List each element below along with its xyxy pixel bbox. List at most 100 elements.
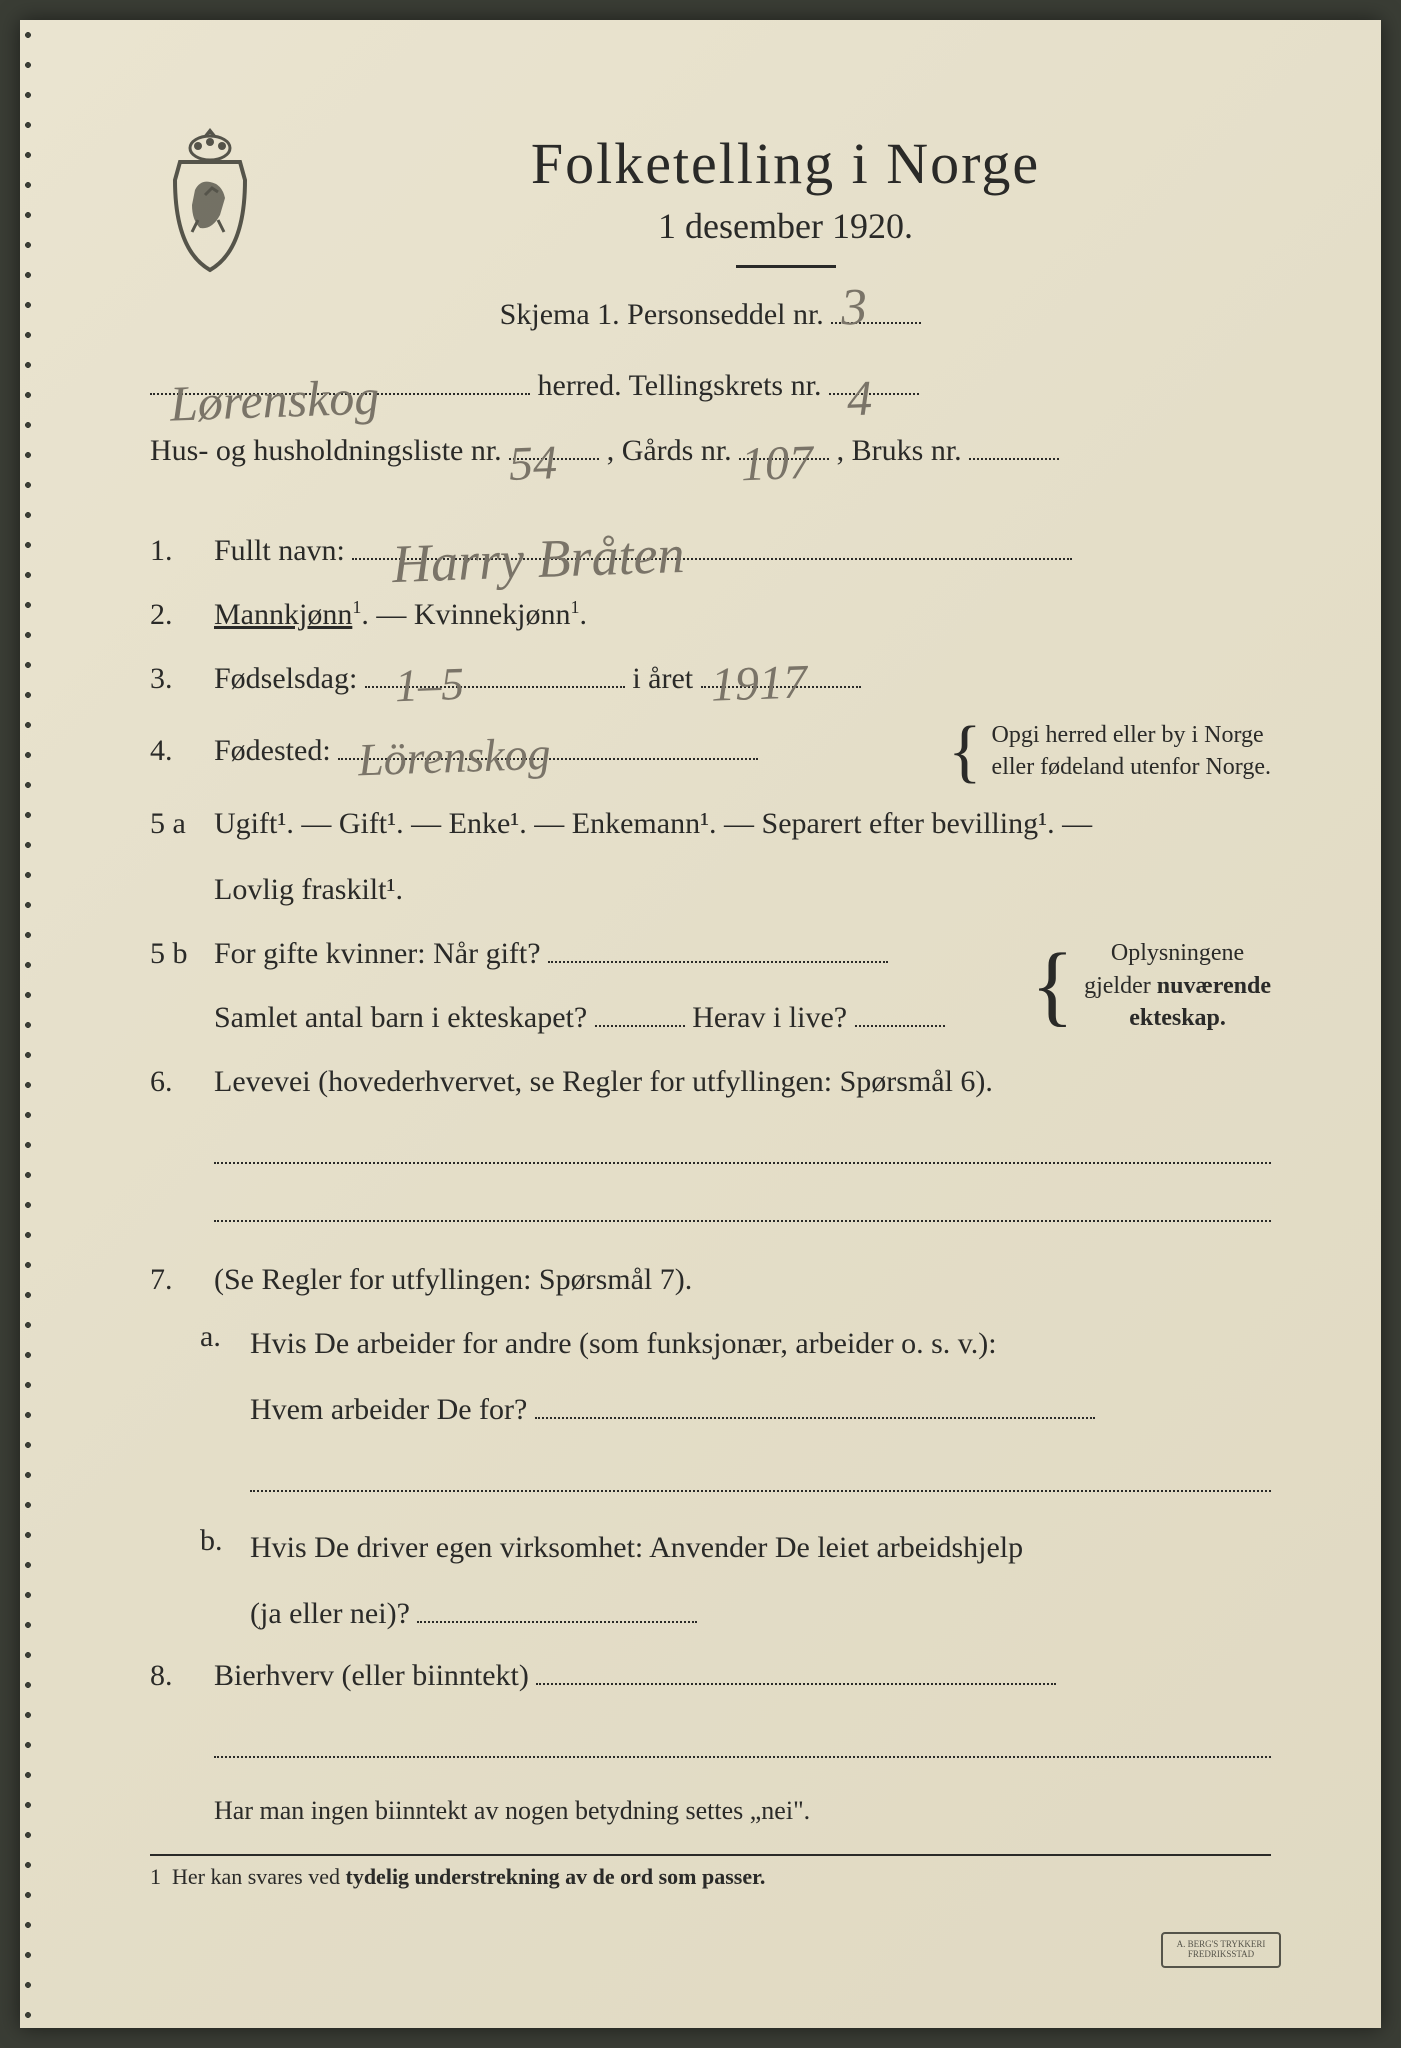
q6-row: 6. Levevei (hovederhvervet, se Regler fo… [150,1058,1271,1240]
q5b-line2: Samlet antal barn i ekteskapet? Herav i … [214,994,1021,1042]
q2-sup2: 1 [570,597,579,617]
tellingskrets-field: 4 [829,393,919,395]
gards-nr-field: 107 [739,458,829,460]
q8-blank [214,1718,1271,1758]
q3-content: Fødselsdag: 1–5 i året 1917 [214,655,1271,703]
title-block: Folketelling i Norge 1 desember 1920. [300,120,1271,288]
q5b-row: 5 b For gifte kvinner: Når gift? Samlet … [150,930,1271,1042]
q3-label: Fødselsdag: [214,662,357,695]
q7a-content: Hvis De arbeider for andre (som funksjon… [250,1320,1271,1510]
liste-prefix: Hus- og husholdningsliste nr. [150,434,502,467]
q4-num: 4. [150,734,200,768]
q7-content: (Se Regler for utfyllingen: Spørsmål 7). [214,1256,1271,1304]
q6-blank1 [214,1124,1271,1164]
q7b-line1: Hvis De driver egen virksomhet: Anvender… [250,1524,1271,1572]
liste-line: Hus- og husholdningsliste nr. 54 , Gårds… [150,422,1271,479]
spacer [150,487,1271,527]
birthyear-value: 1917 [709,644,808,724]
q5b-note-b: gjelder nuværende [1084,970,1271,1002]
footnote-marker: 1 [150,1864,161,1889]
footnote-text: Her kan svares ved tydelig understreknin… [172,1864,765,1889]
q6-num: 6. [150,1065,200,1099]
q4-content: Fødested: Lörenskog { Opgi herred eller … [214,719,1271,784]
coat-of-arms [150,120,270,280]
q1-content: Fullt navn: Harry Bråten [214,527,1271,575]
q5a-text: Ugift¹. — Gift¹. — Enke¹. — Enkemann¹. —… [214,800,1271,848]
q5b-brace: { [1031,954,1074,1017]
birthplace-field: Lörenskog [338,758,758,760]
q2-row: 2. Mannkjønn1. — Kvinnekjønn1. [150,591,1271,639]
birthyear-field: 1917 [701,686,861,688]
q7a-line2-wrap: Hvem arbeider De for? [250,1386,1271,1434]
q3-row: 3. Fødselsdag: 1–5 i året 1917 [150,655,1271,703]
q8-text: Bierhverv (eller biinntekt) [214,1659,529,1692]
married-when-field [548,961,888,963]
liste-nr-field: 54 [509,458,599,460]
fullname-field: Harry Bråten [352,558,1072,560]
printer-line2: FREDRIKSSTAD [1188,1950,1254,1960]
employer-field [535,1417,1095,1419]
q7b-line2: (ja eller nei)? [250,1597,410,1630]
q7b-content: Hvis De driver egen virksomhet: Anvender… [250,1524,1271,1638]
q5b-note: Oplysningene gjelder nuværende ekteskap. [1084,937,1271,1034]
q8-num: 8. [150,1659,200,1693]
q7b-label: b. [200,1524,236,1638]
q1-num: 1. [150,534,200,568]
bruks-nr-field [969,458,1059,460]
q6-text: Levevei (hovederhvervet, se Regler for u… [214,1065,993,1098]
q5a-row: 5 a Ugift¹. — Gift¹. — Enke¹. — Enkemann… [150,800,1271,914]
q7a-line2: Hvem arbeider De for? [250,1393,527,1426]
q5b-line2b: Herav i live? [692,1001,847,1034]
q7a-label: a. [200,1320,236,1510]
q2-num: 2. [150,598,200,632]
header: Folketelling i Norge 1 desember 1920. [150,120,1271,288]
q7-row: 7. (Se Regler for utfyllingen: Spørsmål … [150,1256,1271,1304]
census-form-page: Folketelling i Norge 1 desember 1920. Sk… [20,20,1381,2028]
schema-label: Skjema 1. Personseddel nr. [500,298,824,331]
birthday-value: 1–5 [394,647,466,723]
closing-note: Har man ingen biinntekt av nogen betydni… [214,1796,1271,1826]
q7-num: 7. [150,1263,200,1297]
printer-stamp: A. BERG'S TRYKKERI FREDRIKSSTAD [1161,1932,1281,1968]
q1-label: Fullt navn: [214,534,345,567]
q5a-num: 5 a [150,807,200,841]
crest-svg [150,120,270,280]
q4-note-a: Opgi herred eller by i Norge [992,719,1271,751]
perforation-edge [20,20,40,2028]
q4-row: 4. Fødested: Lörenskog { Opgi herred ell… [150,719,1271,784]
q5b-line2a: Samlet antal barn i ekteskapet? [214,1001,587,1034]
q6-content: Levevei (hovederhvervet, se Regler for u… [214,1058,1271,1240]
q4-label: Fødested: [214,734,331,767]
q5a-content: Ugift¹. — Gift¹. — Enke¹. — Enkemann¹. —… [214,800,1271,914]
q4-note: Opgi herred eller by i Norge eller fødel… [992,719,1271,784]
census-date: 1 desember 1920. [300,205,1271,247]
q7a-line1: Hvis De arbeider for andre (som funksjon… [250,1320,1271,1368]
q5b-note-c: ekteskap. [1084,1002,1271,1034]
q8-content: Bierhverv (eller biinntekt) [214,1652,1271,1776]
herred-line: Lørenskog herred. Tellingskrets nr. 4 [150,357,1271,414]
personseddel-nr-field: 3 [831,322,921,324]
q2-mannkjonn: Mannkjønn [214,598,352,631]
q5b-content: For gifte kvinner: Når gift? Samlet anta… [214,930,1271,1042]
q6-blank2 [214,1182,1271,1222]
q5b-note-a: Oplysningene [1084,937,1271,969]
q2-content: Mannkjønn1. — Kvinnekjønn1. [214,591,1271,639]
q7a: a. Hvis De arbeider for andre (som funks… [200,1320,1271,1510]
q3-num: 3. [150,662,200,696]
main-title: Folketelling i Norge [300,130,1271,197]
q5b-num: 5 b [150,937,200,971]
children-alive-field [855,1025,945,1027]
q2-kvinnekjonn: . — Kvinnekjønn [361,598,570,631]
q5a-text2: Lovlig fraskilt¹. [214,866,1271,914]
children-total-field [595,1025,685,1027]
schema-line: Skjema 1. Personseddel nr. 3 [150,298,1271,332]
herred-suffix: herred. Tellingskrets nr. [538,369,822,402]
q3-year-label: i året [632,662,693,695]
q7a-blank [250,1452,1271,1492]
q7b: b. Hvis De driver egen virksomhet: Anven… [200,1524,1271,1638]
herred-field: Lørenskog [150,393,530,395]
q4-brace: { [948,727,982,776]
bierhverv-field [536,1683,1056,1685]
q4-note-b: eller fødeland utenfor Norge. [992,751,1271,783]
title-divider [736,265,836,268]
